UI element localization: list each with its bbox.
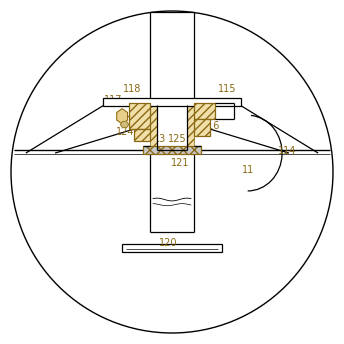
Text: 125: 125 [168, 134, 186, 144]
Text: 11: 11 [241, 165, 254, 175]
Bar [194, 119, 210, 136]
Polygon shape [117, 109, 128, 124]
Bar [150, 105, 157, 150]
Bar [150, 12, 194, 105]
Text: 124: 124 [116, 127, 135, 138]
Text: 117: 117 [104, 95, 123, 105]
Text: 116: 116 [202, 120, 221, 131]
Bar [122, 244, 222, 252]
Text: 118: 118 [123, 84, 142, 95]
Bar [143, 146, 201, 154]
Text: 13: 13 [154, 134, 166, 144]
Text: 121: 121 [171, 158, 190, 169]
Text: 115: 115 [218, 84, 236, 95]
Text: 120: 120 [159, 237, 178, 248]
Bar [129, 103, 150, 129]
Bar [103, 98, 241, 106]
Polygon shape [120, 121, 129, 128]
Bar [134, 129, 150, 141]
Text: 114: 114 [278, 146, 297, 157]
Bar [194, 103, 215, 119]
Bar [187, 105, 194, 150]
